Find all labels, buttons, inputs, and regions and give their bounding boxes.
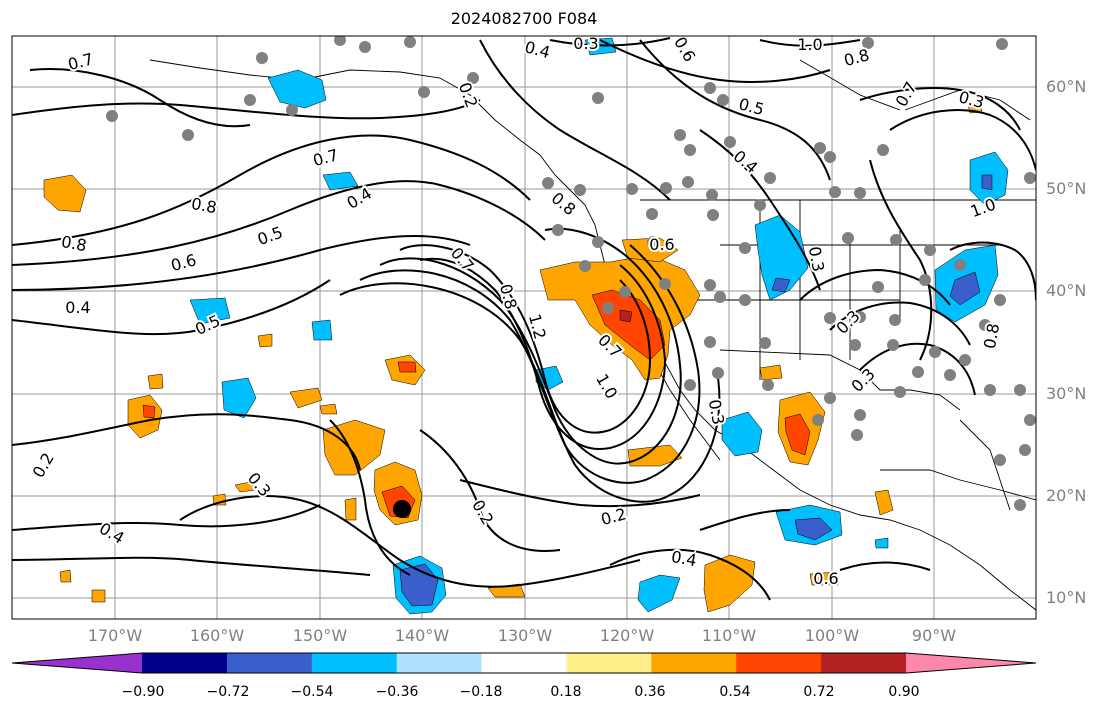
lon-label: 90°W [911, 626, 957, 645]
lon-label: 120°W [599, 626, 655, 645]
map-background [12, 36, 1036, 619]
lat-label: 60°N [1046, 77, 1087, 96]
contour-label: 0.4 [65, 298, 90, 317]
contour-lines [12, 37, 1036, 601]
colorbar-segment [226, 653, 313, 673]
contour-label: 0.3 [805, 245, 828, 273]
contour-label: 0.6 [649, 235, 674, 254]
colorbar-segment [142, 653, 228, 673]
lon-label: 100°W [804, 626, 860, 645]
lon-label: 150°W [292, 626, 348, 645]
colorbar-tick-label: −0.54 [290, 684, 334, 700]
colorbar-tick-label: −0.36 [375, 684, 419, 700]
colorbar-tick-label: 0.36 [634, 684, 666, 700]
lat-label: 10°N [1046, 588, 1087, 607]
lon-label: 170°W [87, 626, 143, 645]
lat-label: 50°N [1046, 179, 1087, 198]
lat-label: 30°N [1046, 384, 1087, 403]
colorbar-tick-label: 0.72 [803, 684, 835, 700]
colorbar-tick-label: 0.54 [719, 684, 751, 700]
colorbar-tick-label: 0.18 [550, 684, 582, 700]
storm-center-marker [393, 500, 411, 518]
negative-anomaly-regions [189, 37, 1009, 615]
colorbar-extend-min [12, 653, 142, 673]
lon-label: 160°W [189, 626, 245, 645]
observation-points [106, 36, 1036, 511]
colorbar-extend-max [906, 653, 1036, 673]
colorbar-segment [396, 653, 483, 673]
colorbar [11, 652, 1037, 674]
lon-label: 130°W [497, 626, 553, 645]
lat-label: 20°N [1046, 486, 1087, 505]
colorbar-segment [481, 653, 567, 673]
colorbar-segment [736, 653, 822, 673]
contour-label: 1.0 [797, 35, 822, 54]
contour-label: 0.6 [813, 569, 838, 588]
map-frame [11, 35, 1037, 620]
lon-label: 140°W [394, 626, 450, 645]
colorbar-tick-label: 0.90 [888, 684, 920, 700]
graticule [12, 36, 1036, 619]
contour-label: 0.8 [190, 194, 218, 217]
colorbar-segment [566, 653, 652, 673]
colorbar-tick-label: −0.72 [206, 684, 250, 700]
colorbar-tick-label: −0.18 [459, 684, 503, 700]
lon-label: 110°W [701, 626, 757, 645]
colorbar-segment [651, 653, 737, 673]
colorbar-outline [11, 652, 1037, 674]
map-title: 2024082700 F084 [450, 9, 598, 28]
colorbar-segment [311, 653, 398, 673]
colorbar-segment [821, 653, 907, 673]
contour-label: 0.3 [573, 34, 598, 53]
colorbar-tick-label: −0.90 [121, 684, 165, 700]
lat-label: 40°N [1046, 281, 1087, 300]
